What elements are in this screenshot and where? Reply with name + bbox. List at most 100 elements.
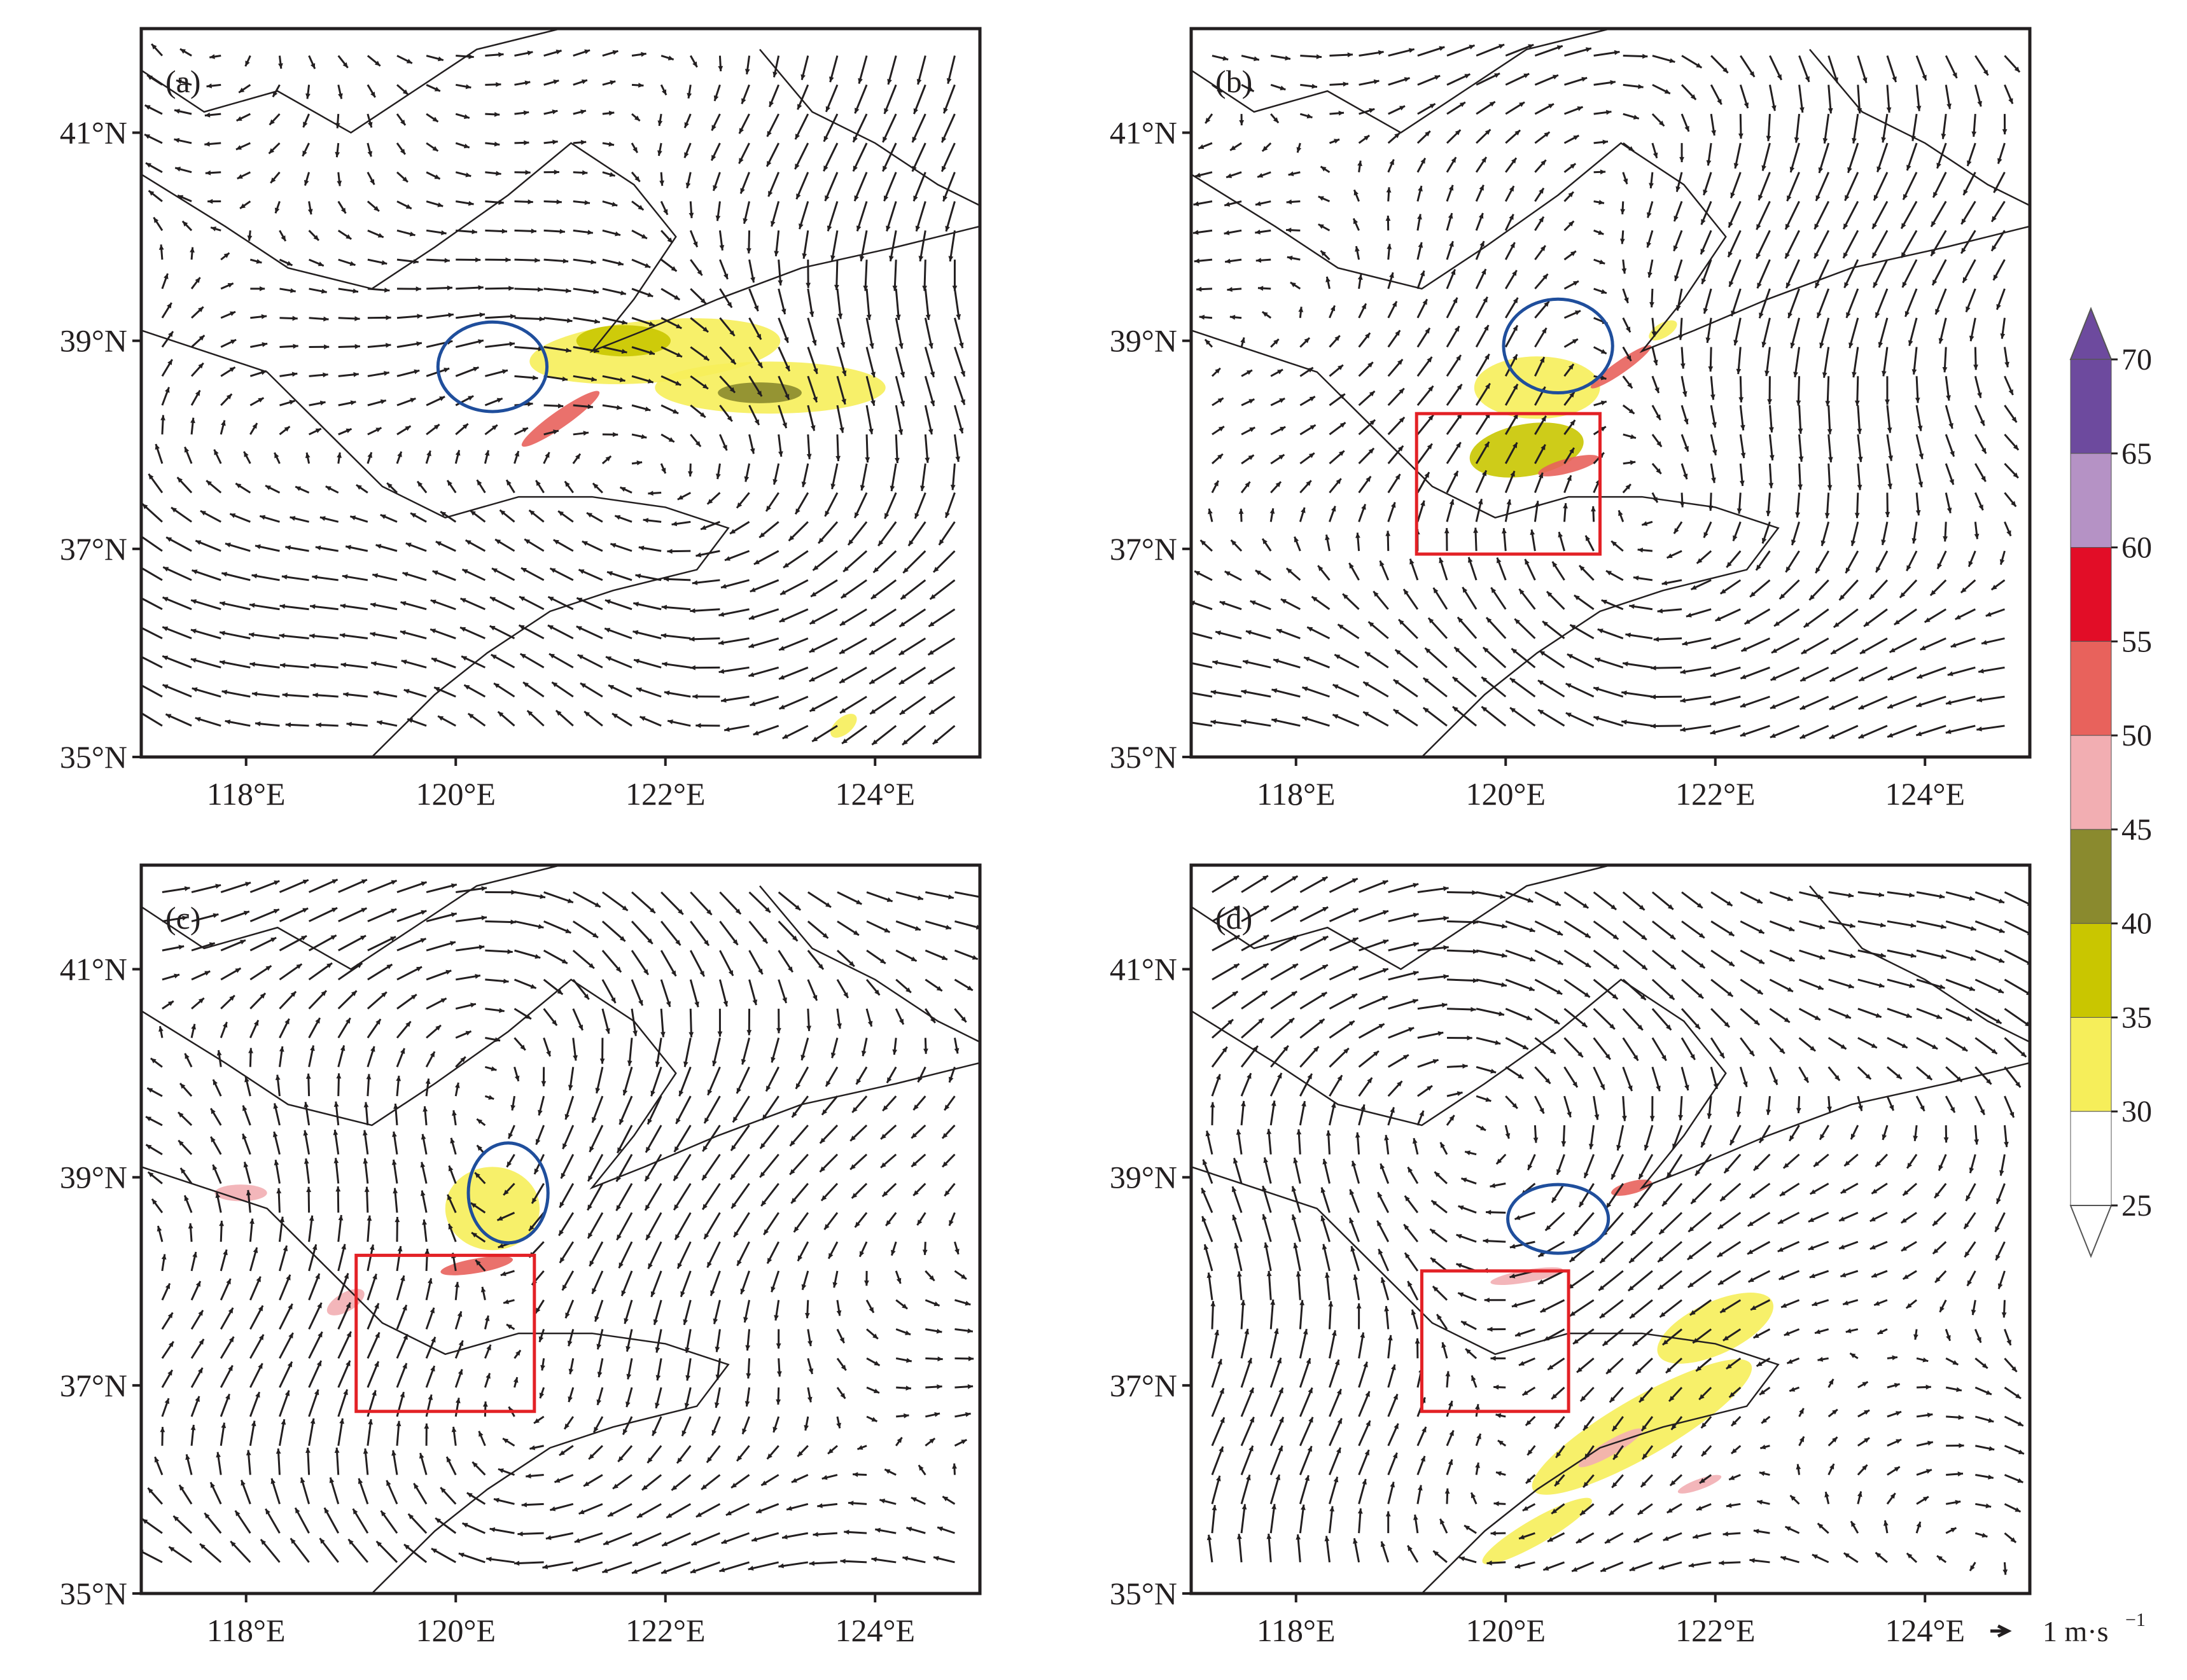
wind-arrow-head [1598, 1285, 1605, 1291]
wind-arrow-head [1568, 191, 1574, 198]
wind-arrow-head [253, 1020, 259, 1026]
wind-arrow-head [200, 511, 206, 516]
wind-arrow-head [561, 1172, 566, 1179]
wind-arrow-head [1502, 528, 1507, 534]
wind-arrow-head [499, 1008, 505, 1013]
wind-arrow-head [1494, 73, 1500, 78]
wind-arrow-head [228, 1307, 234, 1314]
wind-arrow-head [210, 1482, 216, 1489]
wind-arrow [1786, 172, 1800, 202]
wind-arrow-head [402, 176, 408, 183]
wind-arrow-head [1605, 109, 1612, 115]
wind-arrow-head [661, 1569, 667, 1574]
wind-arrow-head [240, 940, 246, 945]
wind-arrow-head [1666, 1508, 1673, 1513]
wind-arrow-head [448, 1165, 454, 1172]
wind-arrow-head [1887, 704, 1894, 709]
wind-arrow-head [417, 314, 423, 319]
wind-arrow [913, 84, 926, 115]
wind-arrow [1567, 1270, 1595, 1290]
wind-arrow-head [1770, 676, 1777, 681]
wind-arrow-head [508, 286, 514, 291]
wind-arrow-head [510, 1104, 516, 1111]
wind-arrow-head [484, 450, 490, 456]
wind-arrow-head [1967, 160, 1972, 167]
wind-arrow-head [407, 718, 414, 723]
wind-arrow-head [235, 145, 242, 150]
wind-arrow-head [1269, 508, 1275, 514]
wind-arrow [886, 201, 897, 232]
wind-arrow-head [892, 1049, 898, 1055]
wind-arrow-head [900, 594, 907, 600]
wind-arrow-head [370, 179, 375, 185]
wind-arrow-head [1255, 258, 1262, 263]
wind-arrow-head [538, 1109, 543, 1116]
wind-arrow-head [451, 1426, 457, 1433]
wind-arrow-head [678, 1263, 683, 1269]
wind-arrow-head [1277, 369, 1283, 375]
wind-arrow-head [397, 451, 402, 457]
wind-arrow [1657, 1240, 1682, 1263]
wind-arrow-head [1262, 1186, 1267, 1192]
wind-arrow-head [869, 621, 876, 627]
wind-arrow [644, 1153, 662, 1182]
wind-arrow-head [1650, 723, 1656, 729]
wind-arrow-head [1969, 1167, 1974, 1174]
wind-arrow-head [701, 525, 707, 530]
wind-arrow-head [900, 371, 905, 378]
wind-arrow-head [164, 273, 169, 279]
wind-arrow-head [539, 316, 545, 322]
wind-arrow-head [1493, 1384, 1499, 1390]
wind-arrow-head [286, 1274, 291, 1281]
wind-arrow-head [936, 1328, 942, 1334]
wind-arrow-head [870, 371, 876, 378]
wind-arrow-head [2001, 1312, 2007, 1318]
wind-arrow-head [1696, 558, 1703, 564]
wind-arrow-head [310, 604, 316, 609]
wind-arrow-head [439, 396, 445, 401]
wind-arrow-head [1843, 223, 1848, 230]
wind-arrow-head [1316, 54, 1322, 60]
wind-arrow-head [1938, 338, 1944, 344]
wind-arrow [1858, 695, 1888, 710]
wind-arrow-head [1950, 450, 1955, 457]
wind-arrow-head [368, 1419, 374, 1425]
wind-arrow-head [1368, 448, 1374, 454]
wind-arrow-head [1541, 415, 1546, 422]
wind-arrow-head [1273, 339, 1279, 345]
wind-arrow-head [339, 1418, 345, 1424]
wind-arrow-head [661, 89, 667, 95]
wind-arrow-head [520, 653, 526, 659]
wind-arrow [809, 637, 838, 653]
wind-arrow-head [1420, 500, 1425, 506]
wind-arrow-head [174, 109, 180, 114]
wind-arrow-head [1625, 484, 1631, 490]
wind-arrow-head [566, 347, 571, 353]
wind-arrow-head [457, 1311, 463, 1317]
wind-arrow-head [1636, 1368, 1642, 1374]
wind-arrow-head [1231, 539, 1237, 546]
wind-arrow-head [288, 1303, 293, 1310]
wind-arrow-head [886, 1220, 891, 1226]
wind-arrow-head [490, 597, 496, 602]
wind-arrow-head [207, 198, 213, 204]
wind-arrow-head [1506, 499, 1512, 505]
wind-arrow-head [372, 1390, 377, 1396]
wind-arrow-head [1817, 1523, 1824, 1529]
wind-arrow-head [744, 69, 750, 74]
wind-arrow-head [468, 713, 474, 719]
wind-arrow-head [1273, 117, 1279, 123]
wind-arrow-head [572, 1567, 578, 1572]
wind-arrow-head [1428, 385, 1434, 392]
wind-arrow-head [428, 1394, 433, 1401]
wind-arrow-head [481, 915, 487, 920]
wind-arrow-head [1360, 1332, 1366, 1338]
wind-arrow-head [1222, 55, 1229, 61]
wind-arrow-head [1899, 592, 1906, 598]
wind-arrow-head [305, 1073, 311, 1079]
wind-arrow-head [840, 1392, 846, 1399]
wind-arrow [1813, 200, 1830, 230]
wind-arrow-head [1411, 1309, 1416, 1316]
wind-arrow-head [1462, 587, 1468, 593]
wind-arrow-head [228, 1336, 234, 1343]
